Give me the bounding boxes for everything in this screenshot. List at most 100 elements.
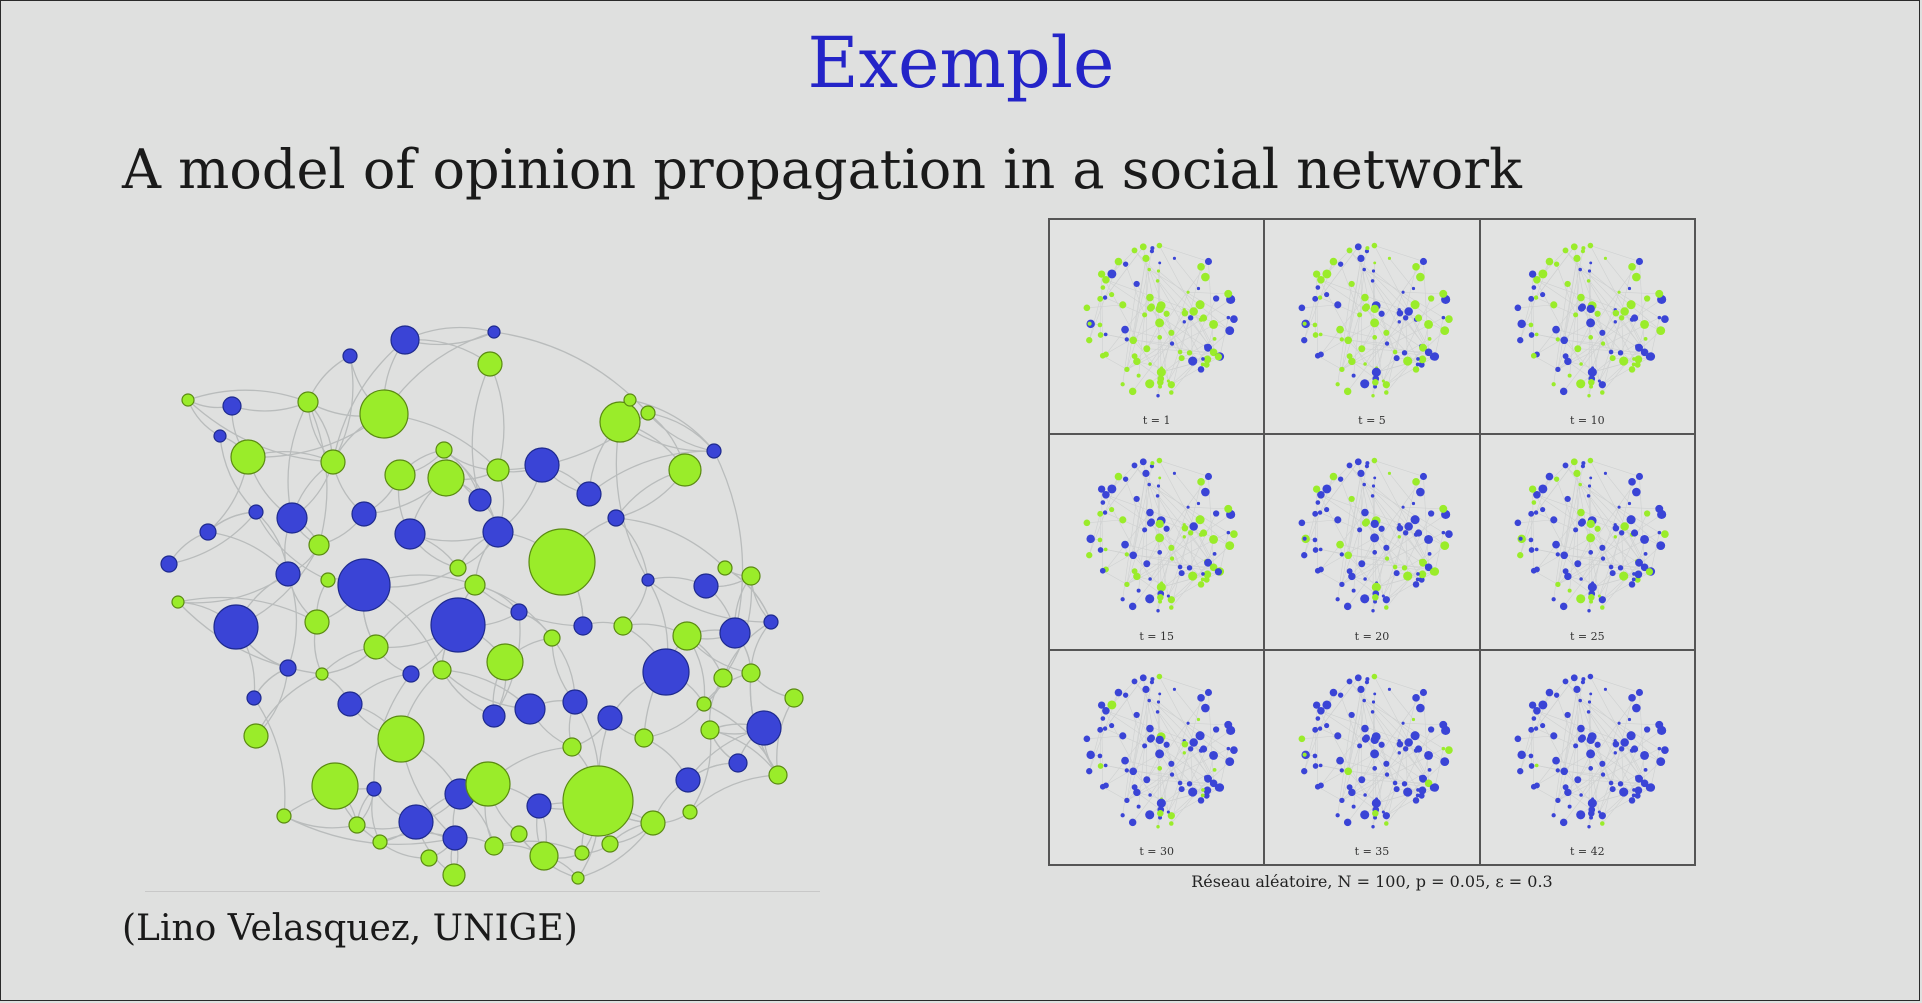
snapshot-edge	[1361, 476, 1425, 565]
snapshot-node-green	[1157, 594, 1164, 601]
network-node-green	[304, 609, 330, 635]
snapshot-edge	[1149, 528, 1186, 580]
snapshot-edge	[1383, 533, 1407, 597]
snapshot-edge	[1340, 544, 1376, 554]
snapshot-node-blue	[1201, 703, 1210, 712]
network-node-blue	[279, 659, 297, 677]
snapshot-node-blue	[1155, 709, 1160, 714]
network-edge	[371, 788, 381, 843]
snapshot-edge	[1618, 507, 1659, 510]
snapshot-node-green	[1209, 563, 1218, 572]
snapshot-node-blue	[1393, 570, 1400, 577]
network-node-green	[315, 667, 329, 681]
snapshot-node-blue	[1301, 552, 1308, 559]
snapshot-node-blue	[1114, 688, 1123, 696]
snapshot-node-green	[1201, 272, 1210, 282]
snapshot-node-blue	[1319, 763, 1323, 767]
snapshot-edge	[1577, 691, 1640, 780]
snapshot-node-green	[1361, 293, 1370, 302]
snapshot-edge	[1174, 688, 1199, 720]
snapshot-node-green	[1146, 293, 1154, 302]
snapshot-edge	[1389, 473, 1415, 504]
snapshot-edge	[1386, 778, 1424, 824]
snapshot-node-blue	[1338, 692, 1344, 698]
snapshot-node-green	[1445, 315, 1454, 323]
snapshot-edge	[1577, 476, 1640, 565]
snapshot-node-blue	[1163, 526, 1170, 533]
snapshot-node-green	[1628, 366, 1635, 373]
snapshot-node-green	[1534, 763, 1539, 767]
snapshot-node-green	[1083, 304, 1091, 312]
snapshot-node-green	[1393, 349, 1398, 355]
snapshot-node-blue	[1416, 787, 1421, 792]
snapshot-node-green	[1087, 321, 1092, 326]
snapshot-node-blue	[1654, 720, 1663, 729]
snapshot-node-green	[1186, 350, 1193, 356]
snapshot-edge	[1361, 322, 1376, 349]
network-edge	[283, 815, 456, 845]
snapshot-edge	[1320, 334, 1433, 356]
snapshot-node-blue	[1372, 367, 1382, 377]
snapshot-node-green	[1131, 353, 1138, 360]
snapshot-edge	[1161, 507, 1189, 584]
snapshot-node-blue	[1373, 815, 1378, 820]
snapshot-edge	[1088, 514, 1101, 556]
snapshot-time-label: t = 30	[1139, 844, 1174, 858]
snapshot-node-green	[1100, 285, 1106, 290]
snapshot-node-blue	[1372, 700, 1376, 704]
snapshot-edge	[1132, 251, 1153, 341]
snapshot-node-blue	[1627, 693, 1636, 702]
snapshot-node-blue	[1121, 756, 1129, 765]
snapshot-node-green	[1372, 594, 1379, 601]
network-node-blue	[607, 509, 625, 527]
snapshot-node-green	[1618, 356, 1628, 366]
snapshot-edge	[1536, 728, 1581, 786]
snapshot-node-blue	[1410, 515, 1420, 525]
snapshot-node-blue	[1156, 394, 1160, 398]
snapshot-node-blue	[1617, 780, 1623, 787]
snapshot-node-blue	[1627, 286, 1631, 291]
snapshot-edge	[1150, 307, 1203, 365]
snapshot-edge	[1555, 329, 1591, 338]
snapshot-edge	[1161, 359, 1208, 373]
snapshot-node-blue	[1209, 750, 1219, 760]
network-node-blue	[641, 573, 655, 587]
snapshot-node-blue	[1612, 525, 1619, 532]
snapshot-edge	[1555, 759, 1591, 769]
snapshot-edge	[1376, 305, 1417, 320]
snapshot-node-blue	[1530, 783, 1537, 790]
snapshot-edge	[1317, 570, 1343, 585]
snapshot-node-green	[1114, 473, 1123, 481]
snapshot-panel: t = 10	[1479, 219, 1695, 435]
snapshot-node-blue	[1362, 735, 1370, 743]
snapshot-node-blue	[1370, 749, 1380, 759]
snapshot-node-blue	[1338, 476, 1344, 483]
snapshot-node-blue	[1371, 824, 1376, 829]
snapshot-edge	[1376, 789, 1423, 804]
snapshot-time-label: t = 20	[1354, 629, 1390, 643]
snapshot-node-blue	[1169, 341, 1175, 346]
time-series-grid: t = 1 t = 5 t = 10 t = 15 t = 20 t = 25 t = 30…	[1048, 218, 1696, 866]
snapshot-edge	[1517, 519, 1554, 524]
snapshot-edge	[1376, 736, 1417, 751]
snapshot-node-blue	[1357, 743, 1363, 749]
snapshot-node-blue	[1419, 577, 1425, 584]
snapshot-edge	[1188, 291, 1229, 295]
snapshot-edge	[1104, 677, 1144, 729]
snapshot-node-green	[1634, 355, 1642, 364]
snapshot-edge	[1580, 528, 1616, 580]
snapshot-node-green	[1188, 571, 1198, 581]
snapshot-node-blue	[1385, 772, 1390, 777]
snapshot-edge	[1126, 688, 1147, 801]
network-node-blue	[693, 573, 719, 599]
snapshot-node-blue	[1530, 568, 1537, 574]
snapshot-edge	[1386, 786, 1436, 816]
snapshot-node-green	[1370, 304, 1380, 314]
network-node-blue	[514, 693, 546, 725]
snapshot-node-blue	[1102, 491, 1110, 499]
snapshot-node-blue	[1393, 780, 1398, 785]
network-node-green	[640, 810, 666, 836]
snapshot-edge	[1353, 269, 1365, 376]
snapshot-node-blue	[1146, 519, 1155, 528]
snapshot-node-blue	[1396, 740, 1404, 748]
